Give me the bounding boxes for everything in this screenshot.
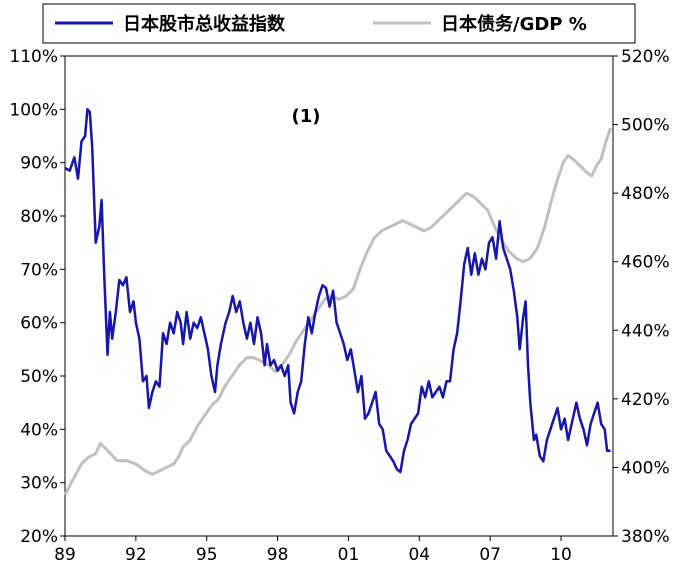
series-stock-index-line bbox=[64, 108, 611, 474]
x-tick-label: 89 bbox=[54, 545, 76, 565]
x-tick-label: 04 bbox=[408, 545, 430, 565]
x-tick-label: 95 bbox=[196, 545, 218, 565]
y-right-tick-label: 480% bbox=[621, 184, 670, 204]
y-right-tick-label: 400% bbox=[621, 458, 670, 478]
legend-label-stock: 日本股市总收益指数 bbox=[123, 13, 286, 35]
y-left-tick-label: 90% bbox=[20, 154, 58, 174]
y-left-tick-label: 100% bbox=[9, 100, 58, 120]
chart-annotation: (1) bbox=[292, 106, 321, 127]
x-tick-label: 98 bbox=[267, 545, 289, 565]
y-left-tick-label: 110% bbox=[9, 47, 58, 67]
y-right-axis: 380% 400% 420% 440% 460% 480% 500% 520% bbox=[613, 47, 670, 547]
y-right-tick-label: 380% bbox=[621, 527, 670, 547]
y-left-tick-label: 30% bbox=[20, 474, 58, 494]
y-left-tick-label: 80% bbox=[20, 207, 58, 227]
x-tick-label: 07 bbox=[479, 545, 501, 565]
y-left-tick-label: 20% bbox=[20, 527, 58, 547]
y-right-tick-label: 520% bbox=[621, 47, 670, 67]
y-right-tick-label: 460% bbox=[621, 253, 670, 273]
y-right-tick-label: 440% bbox=[621, 321, 670, 341]
plot-frame bbox=[64, 55, 614, 537]
y-right-tick-label: 420% bbox=[621, 390, 670, 410]
legend: 日本股市总收益指数 日本债务/GDP % bbox=[42, 3, 636, 44]
x-tick-label: 10 bbox=[550, 545, 572, 565]
series-debt-gdp-line bbox=[63, 127, 613, 496]
y-left-tick-label: 70% bbox=[20, 260, 58, 280]
y-left-tick-label: 40% bbox=[20, 420, 58, 440]
y-left-tick-label: 60% bbox=[20, 314, 58, 334]
legend-box bbox=[42, 3, 636, 44]
y-left-tick-label: 50% bbox=[20, 367, 58, 387]
legend-label-debt: 日本债务/GDP % bbox=[441, 13, 587, 35]
x-tick-label: 01 bbox=[338, 545, 360, 565]
y-left-axis: 20% 30% 40% 50% 60% 70% 80% 90% 100% 110% bbox=[9, 47, 65, 547]
y-right-tick-label: 500% bbox=[621, 116, 670, 136]
x-axis: 89 92 95 98 01 04 07 10 bbox=[54, 536, 572, 565]
x-tick-label: 92 bbox=[125, 545, 147, 565]
